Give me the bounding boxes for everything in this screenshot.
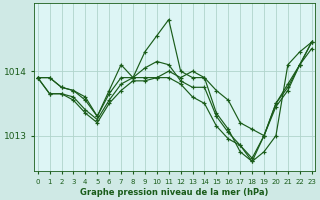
- X-axis label: Graphe pression niveau de la mer (hPa): Graphe pression niveau de la mer (hPa): [81, 188, 269, 197]
